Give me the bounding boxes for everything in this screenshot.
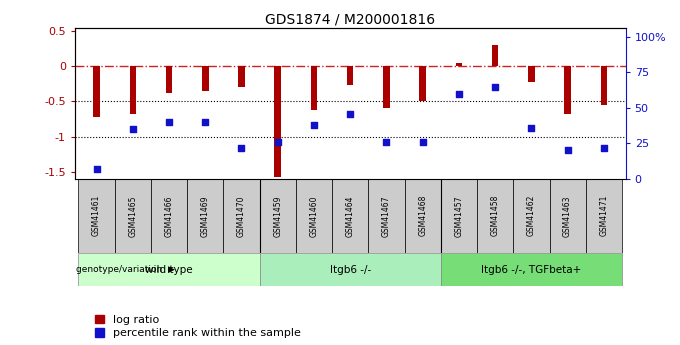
- Point: [345, 111, 356, 116]
- Bar: [600, 66, 607, 105]
- Bar: [78, 253, 260, 286]
- Bar: [296, 179, 332, 253]
- Legend: log ratio, percentile rank within the sample: log ratio, percentile rank within the sa…: [94, 314, 302, 339]
- Text: GSM41461: GSM41461: [92, 195, 101, 236]
- Point: [526, 125, 537, 130]
- Bar: [456, 63, 462, 66]
- Text: Itgb6 -/-: Itgb6 -/-: [330, 265, 371, 275]
- Bar: [369, 179, 405, 253]
- Bar: [260, 253, 441, 286]
- Point: [309, 122, 320, 128]
- Bar: [420, 66, 426, 101]
- Bar: [585, 179, 622, 253]
- Bar: [441, 179, 477, 253]
- Text: wild type: wild type: [146, 265, 193, 275]
- Bar: [129, 66, 136, 114]
- Bar: [347, 66, 354, 85]
- Bar: [202, 66, 209, 91]
- Text: GSM41470: GSM41470: [237, 195, 246, 237]
- Bar: [405, 179, 441, 253]
- Point: [272, 139, 283, 145]
- Text: GSM41464: GSM41464: [345, 195, 355, 237]
- Text: GSM41466: GSM41466: [165, 195, 173, 237]
- Text: Itgb6 -/-, TGFbeta+: Itgb6 -/-, TGFbeta+: [481, 265, 581, 275]
- Text: GSM41459: GSM41459: [273, 195, 282, 237]
- Bar: [383, 66, 390, 108]
- Bar: [275, 66, 281, 177]
- Text: GSM41460: GSM41460: [309, 195, 318, 237]
- Text: GSM41467: GSM41467: [382, 195, 391, 237]
- Bar: [549, 179, 585, 253]
- Point: [164, 119, 175, 125]
- Bar: [311, 66, 318, 110]
- Bar: [332, 179, 369, 253]
- Text: GSM41465: GSM41465: [129, 195, 137, 237]
- Text: GSM41463: GSM41463: [563, 195, 572, 237]
- Bar: [441, 253, 622, 286]
- Bar: [513, 179, 549, 253]
- Title: GDS1874 / M200001816: GDS1874 / M200001816: [265, 12, 435, 27]
- Bar: [492, 45, 498, 66]
- Text: GSM41458: GSM41458: [491, 195, 500, 236]
- Point: [127, 126, 138, 132]
- Bar: [564, 66, 571, 114]
- Text: genotype/variation  ▶: genotype/variation ▶: [75, 265, 174, 274]
- Point: [418, 139, 428, 145]
- Bar: [528, 66, 534, 82]
- Point: [91, 166, 102, 172]
- Text: GSM41462: GSM41462: [527, 195, 536, 236]
- Bar: [477, 179, 513, 253]
- Bar: [223, 179, 260, 253]
- Bar: [260, 179, 296, 253]
- Text: GSM41469: GSM41469: [201, 195, 209, 237]
- Bar: [78, 179, 115, 253]
- Bar: [93, 66, 100, 117]
- Point: [490, 84, 500, 89]
- Bar: [115, 179, 151, 253]
- Text: GSM41457: GSM41457: [454, 195, 463, 237]
- Point: [598, 145, 609, 150]
- Point: [381, 139, 392, 145]
- Bar: [151, 179, 187, 253]
- Point: [562, 148, 573, 153]
- Bar: [187, 179, 223, 253]
- Text: GSM41468: GSM41468: [418, 195, 427, 236]
- Text: GSM41471: GSM41471: [599, 195, 609, 236]
- Point: [200, 119, 211, 125]
- Bar: [166, 66, 172, 93]
- Point: [236, 145, 247, 150]
- Point: [454, 91, 464, 97]
- Bar: [238, 66, 245, 87]
